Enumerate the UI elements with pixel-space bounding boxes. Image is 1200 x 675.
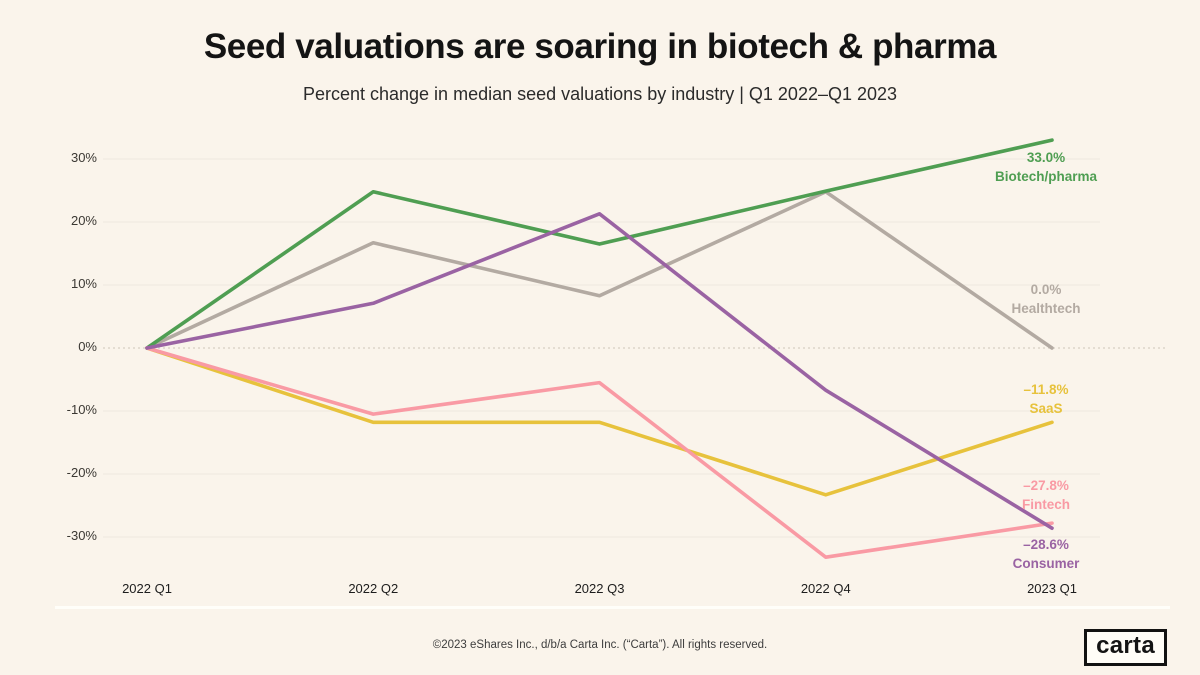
series-label-healthtech: 0.0% Healthtech [971, 281, 1121, 318]
page-subtitle: Percent change in median seed valuations… [302, 84, 898, 104]
series-label-consumer: –28.6% Consumer [971, 536, 1121, 573]
series-label-fintech: –27.8% Fintech [971, 477, 1121, 514]
series-name: Biotech/pharma [994, 168, 1098, 184]
series-name: Fintech [1021, 496, 1070, 512]
series-line-fintech [145, 346, 1054, 559]
series-label-biotech-pharma: 33.0% Biotech/pharma [971, 149, 1121, 186]
x-axis-tick: 2022 Q1 [122, 581, 172, 596]
series-end-value: –27.8% [1023, 478, 1069, 494]
y-axis-tick: 0% [78, 339, 97, 354]
series-end-value: –28.6% [1023, 537, 1069, 553]
series-name: Consumer [1012, 555, 1080, 571]
series-line-biotech-pharma [145, 138, 1054, 350]
x-axis-tick: 2022 Q4 [800, 581, 851, 596]
y-axis-tick: 30% [70, 150, 97, 165]
y-axis-tick: -30% [66, 528, 97, 543]
y-axis-tick: -10% [66, 402, 97, 417]
page-title: Seed valuations are soaring in biotech &… [203, 27, 997, 66]
series-end-value: 33.0% [1026, 150, 1066, 166]
series-label-saas: –11.8% SaaS [971, 381, 1121, 418]
series-end-value: 0.0% [1030, 282, 1062, 297]
y-axis-tick: 10% [70, 276, 97, 291]
carta-logo: carta [1084, 629, 1167, 666]
y-axis-tick: 20% [70, 213, 97, 228]
footer-divider-line [55, 606, 1170, 609]
series-line-saas [145, 346, 1054, 497]
series-line-healthtech [145, 189, 1054, 350]
copyright-text: ©2023 eShares Inc., d/b/a Carta Inc. (“C… [432, 639, 768, 651]
series-name: Healthtech [1011, 300, 1081, 316]
x-axis-tick: 2023 Q1 [1027, 581, 1077, 596]
y-axis-tick: -20% [66, 465, 97, 480]
series-name: SaaS [1029, 400, 1063, 416]
x-axis-tick: 2022 Q3 [574, 581, 625, 596]
x-axis-tick: 2022 Q2 [348, 581, 399, 596]
series-end-value: –11.8% [1023, 382, 1069, 398]
series-line-consumer [145, 212, 1054, 530]
